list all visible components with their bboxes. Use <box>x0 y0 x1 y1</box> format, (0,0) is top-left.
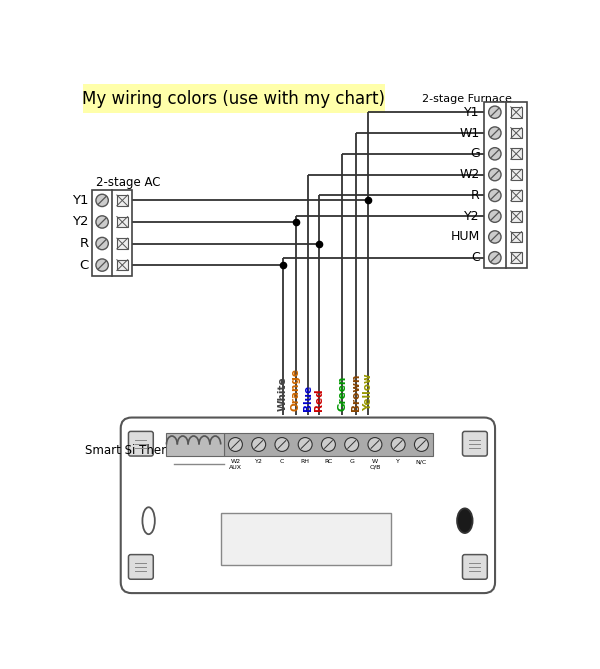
FancyBboxPatch shape <box>121 417 495 593</box>
Circle shape <box>488 127 501 139</box>
Text: 2-stage Furnace: 2-stage Furnace <box>422 94 512 104</box>
Text: Blue: Blue <box>302 385 313 411</box>
Circle shape <box>488 106 501 118</box>
Text: W2
AUX: W2 AUX <box>229 459 242 470</box>
Text: Red: Red <box>314 389 324 411</box>
Bar <box>511 107 521 118</box>
Text: Smart Si Thermostat: Smart Si Thermostat <box>85 444 208 457</box>
Bar <box>92 189 133 276</box>
Text: RC: RC <box>324 459 332 464</box>
Bar <box>511 169 521 180</box>
Bar <box>511 231 521 242</box>
Bar <box>117 238 128 249</box>
Ellipse shape <box>457 508 473 533</box>
Circle shape <box>488 210 501 222</box>
Text: Yellow: Yellow <box>363 374 373 411</box>
Text: W1: W1 <box>460 126 479 140</box>
Text: Green: Green <box>337 376 347 411</box>
Circle shape <box>322 438 335 452</box>
Text: Y2: Y2 <box>464 209 479 223</box>
Circle shape <box>298 438 312 452</box>
Text: C: C <box>471 252 479 264</box>
FancyBboxPatch shape <box>128 432 153 456</box>
Bar <box>511 252 521 263</box>
Text: C: C <box>80 259 89 272</box>
Text: N/C: N/C <box>416 459 427 464</box>
Text: R: R <box>471 189 479 202</box>
Ellipse shape <box>142 507 155 534</box>
Text: G: G <box>470 147 479 161</box>
Bar <box>511 128 521 138</box>
Circle shape <box>488 189 501 201</box>
Text: Y2: Y2 <box>255 459 263 464</box>
Text: G: G <box>349 459 354 464</box>
Bar <box>166 433 224 456</box>
Text: Y1: Y1 <box>73 194 89 207</box>
Text: Y: Y <box>396 459 400 464</box>
Text: Orange: Orange <box>291 369 301 411</box>
Text: Y2: Y2 <box>73 215 89 228</box>
Text: White: White <box>278 377 288 411</box>
Bar <box>511 190 521 201</box>
FancyBboxPatch shape <box>463 555 487 579</box>
Circle shape <box>368 438 382 452</box>
Circle shape <box>252 438 266 452</box>
Circle shape <box>275 438 289 452</box>
Circle shape <box>96 194 109 207</box>
Text: W2: W2 <box>460 168 479 181</box>
Circle shape <box>415 438 428 452</box>
Text: C: C <box>280 459 284 464</box>
Circle shape <box>391 438 405 452</box>
Bar <box>511 211 521 221</box>
Bar <box>83 84 385 113</box>
Text: HUM: HUM <box>450 231 479 244</box>
Circle shape <box>229 438 242 452</box>
FancyBboxPatch shape <box>463 432 487 456</box>
Circle shape <box>488 148 501 160</box>
Circle shape <box>488 231 501 243</box>
Bar <box>224 433 433 456</box>
Bar <box>117 217 128 227</box>
Bar <box>117 260 128 270</box>
Circle shape <box>96 237 109 250</box>
Text: Y1: Y1 <box>464 106 479 118</box>
Text: R: R <box>80 237 89 250</box>
FancyBboxPatch shape <box>128 555 153 579</box>
Bar <box>117 195 128 206</box>
Text: W
O/B: W O/B <box>369 459 380 470</box>
Circle shape <box>344 438 359 452</box>
Text: 2-stage AC: 2-stage AC <box>96 176 160 189</box>
Circle shape <box>488 252 501 264</box>
Text: RH: RH <box>301 459 310 464</box>
Bar <box>511 149 521 159</box>
Circle shape <box>96 216 109 228</box>
Text: My wiring colors (use with my chart): My wiring colors (use with my chart) <box>82 90 385 108</box>
Circle shape <box>488 169 501 181</box>
Circle shape <box>96 259 109 271</box>
Text: Brown: Brown <box>350 374 361 411</box>
Bar <box>221 513 391 565</box>
Bar <box>484 102 527 268</box>
